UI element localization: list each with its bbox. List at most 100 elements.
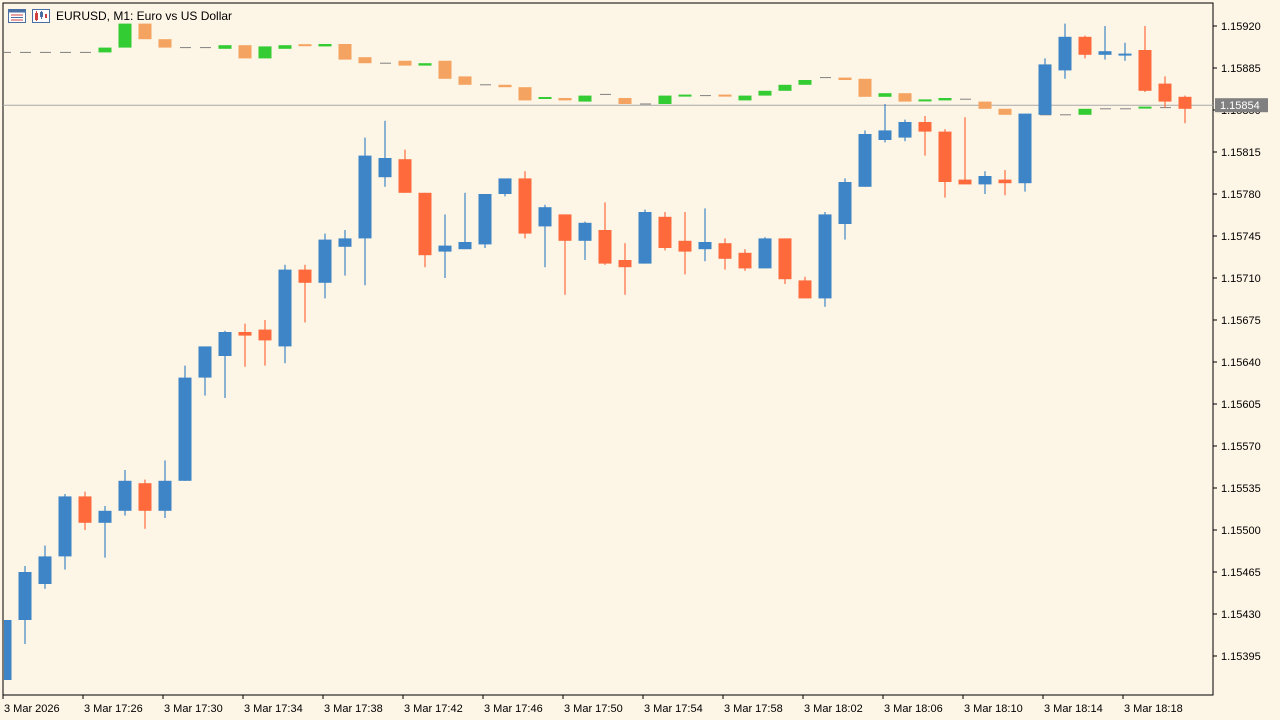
indicator-bar (678, 94, 692, 97)
candle-body (498, 178, 512, 194)
candle (638, 209, 652, 264)
candle-body (518, 178, 532, 234)
indicator-bar (278, 45, 292, 49)
indicator-bar (938, 98, 952, 101)
candle (58, 494, 72, 570)
indicator-bar (218, 45, 232, 49)
indicator-bar (138, 23, 152, 40)
candle (578, 221, 592, 260)
candle (998, 170, 1012, 196)
candle-body (1178, 96, 1192, 109)
candle (478, 194, 492, 248)
candle (618, 243, 632, 295)
candle-body (1138, 50, 1152, 91)
candle (1018, 113, 1032, 192)
candle-body (838, 182, 852, 224)
y-tick-label: 1.15605 (1221, 399, 1261, 411)
candle-body (338, 238, 352, 247)
candle-body (1118, 53, 1132, 56)
candle-body (858, 134, 872, 187)
candle (98, 506, 112, 558)
chart-title-bar: EURUSD, M1: Euro vs US Dollar (8, 7, 232, 25)
candle (258, 320, 272, 366)
candle (1038, 58, 1052, 115)
candle-body (678, 240, 692, 252)
candle (4, 620, 12, 680)
candle-body (1098, 51, 1112, 55)
candle (38, 545, 52, 589)
candle-body (318, 239, 332, 283)
candle (898, 119, 912, 142)
indicator-bar (338, 44, 352, 60)
candle-body (978, 176, 992, 185)
indicator-bar (398, 60, 412, 66)
candle (1158, 76, 1172, 108)
x-tick-label: 3 Mar 18:06 (884, 703, 943, 715)
candle (658, 212, 672, 251)
chart-type-icon[interactable] (32, 9, 50, 23)
candle (458, 192, 472, 250)
candle (118, 470, 132, 516)
candle-body (18, 572, 32, 620)
candle (818, 212, 832, 307)
candle (798, 276, 812, 299)
candle (318, 233, 332, 299)
x-tick-label: 3 Mar 17:26 (84, 703, 143, 715)
candle-body (638, 212, 652, 264)
candle (678, 212, 692, 275)
candle (718, 238, 732, 270)
candle-body (38, 556, 52, 584)
current-price-label: 1.15854 (1220, 100, 1260, 112)
candle (698, 208, 712, 262)
candle-body (478, 194, 492, 245)
x-tick-label: 3 Mar 17:30 (164, 703, 223, 715)
candle-body (1078, 36, 1092, 55)
y-tick-label: 1.15920 (1221, 21, 1261, 33)
candle-body (558, 214, 572, 241)
indicator-bar (498, 84, 512, 88)
x-tick-label: 3 Mar 17:34 (244, 703, 303, 715)
chart-window-icon[interactable] (8, 9, 26, 23)
y-tick-label: 1.15465 (1221, 567, 1261, 579)
candle-body (78, 496, 92, 523)
candle (1058, 23, 1072, 79)
indicator-bar (658, 95, 672, 104)
candle (178, 365, 192, 481)
candle (758, 237, 772, 269)
candle (538, 204, 552, 268)
candle (358, 137, 372, 286)
y-tick-label: 1.15500 (1221, 525, 1261, 537)
candle-body (238, 332, 252, 336)
candle-body (958, 179, 972, 185)
candle-body (758, 238, 772, 269)
candle-body (58, 496, 72, 557)
candle-body (898, 122, 912, 138)
y-tick-label: 1.15430 (1221, 609, 1261, 621)
indicator-bar (798, 80, 812, 85)
candle-body (458, 242, 472, 250)
candle (18, 566, 32, 644)
indicator-bar (418, 63, 432, 66)
indicator-bar (558, 98, 572, 101)
candle-body (98, 510, 112, 523)
indicator-bar (918, 99, 932, 102)
candle-body (818, 214, 832, 299)
candle (418, 192, 432, 268)
candle-body (1158, 83, 1172, 102)
indicator-bar (898, 93, 912, 102)
y-tick-label: 1.15395 (1221, 651, 1261, 663)
candle (918, 116, 932, 156)
candle (778, 238, 792, 284)
candle-body (258, 329, 272, 341)
x-tick-label: 3 Mar 17:58 (724, 703, 783, 715)
indicator-bar (238, 45, 252, 59)
y-tick-label: 1.15780 (1221, 189, 1261, 201)
y-tick-label: 1.15885 (1221, 63, 1261, 75)
candle (238, 323, 252, 367)
indicator-bar (298, 44, 312, 47)
indicator-bar (1138, 106, 1152, 109)
candle (518, 171, 532, 239)
x-tick-label: 3 Mar 18:10 (964, 703, 1023, 715)
